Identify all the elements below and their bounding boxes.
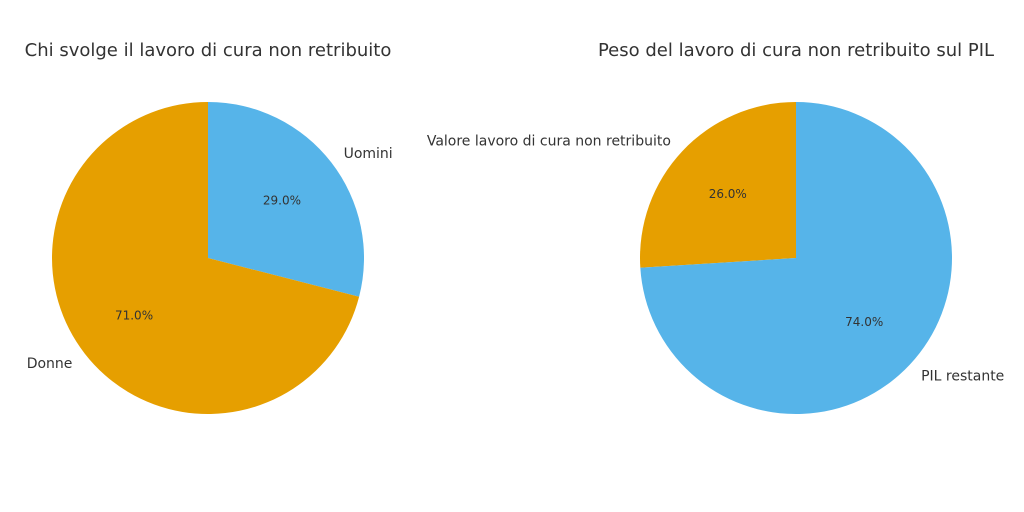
slice-label-right-0: Valore lavoro di cura non retribuito — [427, 134, 671, 150]
pie-chart-right: 26.0% Valore lavoro di cura non retribuit… — [427, 102, 1004, 415]
slice-label-left-1: Donne — [27, 356, 73, 372]
pct-label-left-0: 29.0% — [263, 194, 301, 208]
slice-label-right-1: PIL restante — [921, 368, 1004, 384]
pie-chart-left: 29.0% Uomini 71.0% Donne — [27, 102, 393, 414]
pct-label-left-1: 71.0% — [115, 308, 153, 322]
pie-slice-left-1 — [52, 102, 360, 414]
pct-label-right-1: 74.0% — [845, 315, 883, 329]
chart-title-right: Peso del lavoro di cura non retribuito s… — [598, 40, 994, 61]
pie-slice-right-1 — [640, 102, 952, 415]
pie-slice-left-0 — [208, 102, 364, 297]
pie-slice-right-0 — [639, 102, 796, 268]
chart-title-left: Chi svolge il lavoro di cura non retribu… — [25, 40, 392, 61]
slice-label-left-0: Uomini — [344, 146, 393, 162]
pct-label-right-0: 26.0% — [709, 187, 747, 201]
